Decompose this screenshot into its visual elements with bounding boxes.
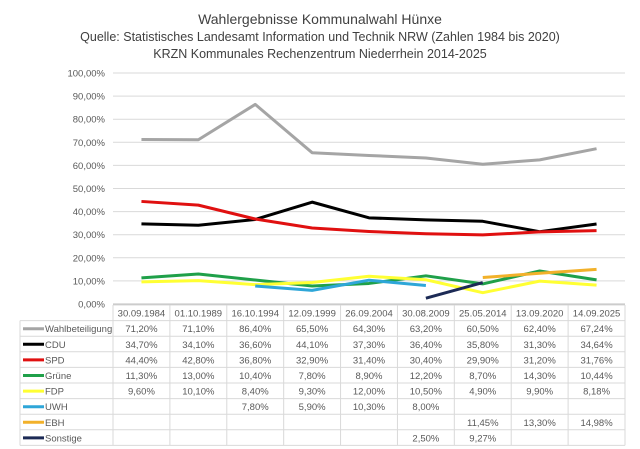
legend-label: Sonstige: [45, 433, 82, 444]
data-label: 7,80%: [242, 402, 269, 413]
x-tick-label: 16.10.1994: [231, 309, 279, 320]
data-label: 14,98%: [580, 418, 613, 429]
data-label: 14,30%: [524, 371, 557, 382]
x-tick-label: 26.09.2004: [345, 309, 393, 320]
data-label: 8,00%: [412, 402, 439, 413]
data-label: 8,18%: [583, 387, 610, 398]
data-label: 86,40%: [239, 324, 272, 335]
y-tick-label: 60,00%: [73, 161, 106, 172]
y-tick-label: 80,00%: [73, 115, 106, 126]
x-tick-label: 25.05.2014: [459, 309, 507, 320]
data-label: 42,80%: [182, 355, 215, 366]
y-tick-label: 70,00%: [73, 138, 106, 149]
data-label: 10,40%: [239, 371, 272, 382]
data-label: 8,70%: [469, 371, 496, 382]
data-label: 8,90%: [356, 371, 383, 382]
data-label: 44,40%: [125, 355, 158, 366]
x-tick-label: 01.10.1989: [175, 309, 223, 320]
data-label: 31,20%: [524, 355, 557, 366]
data-label: 10,50%: [410, 387, 443, 398]
data-label: 9,30%: [299, 387, 326, 398]
data-label: 9,90%: [526, 387, 553, 398]
data-label: 71,10%: [182, 324, 215, 335]
y-tick-label: 40,00%: [73, 207, 106, 218]
data-label: 65,50%: [296, 324, 329, 335]
x-tick-label: 30.09.1984: [118, 309, 166, 320]
series-line-sonstige: [425, 281, 484, 300]
legend-label: EBH: [45, 418, 65, 429]
y-tick-label: 10,00%: [73, 276, 106, 287]
series-line-uwh: [255, 278, 427, 292]
series-line-wahlbeteiligung: [141, 102, 597, 166]
legend-label: Grüne: [45, 371, 71, 382]
data-label: 71,20%: [125, 324, 158, 335]
y-tick-label: 50,00%: [73, 184, 106, 195]
x-tick-label: 14.09.2025: [573, 309, 621, 320]
data-label: 36,80%: [239, 355, 272, 366]
data-label: 37,30%: [353, 340, 386, 351]
chart-title: Wahlergebnisse Kommunalwahl Hünxe: [198, 11, 442, 27]
data-label: 10,30%: [353, 402, 386, 413]
legend-label: SPD: [45, 355, 65, 366]
legend-label: FDP: [45, 387, 64, 398]
data-label: 9,27%: [469, 433, 496, 444]
x-tick-label: 13.09.2020: [516, 309, 564, 320]
data-label: 10,10%: [182, 387, 215, 398]
data-label: 63,20%: [410, 324, 443, 335]
data-label: 12,00%: [353, 387, 386, 398]
data-label: 60,50%: [467, 324, 500, 335]
data-label: 13,30%: [524, 418, 557, 429]
x-tick-label: 30.08.2009: [402, 309, 450, 320]
data-label: 5,90%: [299, 402, 326, 413]
y-tick-label: 90,00%: [73, 92, 106, 103]
legend-label: UWH: [45, 402, 68, 413]
y-tick-label: 100,00%: [67, 69, 105, 80]
data-label: 9,60%: [128, 387, 155, 398]
data-label: 11,30%: [126, 371, 158, 382]
data-label: 4,90%: [469, 387, 496, 398]
data-label: 35,80%: [467, 340, 500, 351]
data-label: 67,24%: [580, 324, 613, 335]
data-label: 31,76%: [580, 355, 613, 366]
data-label: 29,90%: [467, 355, 500, 366]
legend-label: Wahlbeteiligung: [45, 324, 112, 335]
data-label: 7,80%: [299, 371, 326, 382]
chart-subtitle-source: Quelle: Statistisches Landesamt Informat…: [80, 30, 560, 44]
y-tick-label: 30,00%: [73, 230, 106, 241]
data-label: 34,10%: [182, 340, 215, 351]
data-label: 36,60%: [239, 340, 272, 351]
x-tick-label: 12.09.1999: [288, 309, 336, 320]
data-label: 64,30%: [353, 324, 386, 335]
y-tick-label: 0,00%: [78, 300, 105, 311]
data-label: 32,90%: [296, 355, 329, 366]
legend-label: CDU: [45, 340, 66, 351]
data-label: 44,10%: [296, 340, 329, 351]
data-label: 11,45%: [467, 418, 499, 429]
data-label: 10,44%: [580, 371, 613, 382]
data-label: 34,64%: [580, 340, 613, 351]
data-label: 36,40%: [410, 340, 443, 351]
data-label: 13,00%: [182, 371, 215, 382]
data-label: 30,40%: [410, 355, 443, 366]
y-tick-label: 20,00%: [73, 253, 106, 264]
data-label: 2,50%: [412, 433, 439, 444]
data-label: 8,40%: [242, 387, 269, 398]
data-label: 12,20%: [410, 371, 443, 382]
data-label: 31,30%: [524, 340, 557, 351]
data-label: 31,40%: [353, 355, 386, 366]
data-label: 62,40%: [524, 324, 557, 335]
chart-subtitle-krzn: KRZN Kommunales Rechenzentrum Niederrhei…: [153, 47, 487, 61]
data-label: 34,70%: [125, 340, 158, 351]
